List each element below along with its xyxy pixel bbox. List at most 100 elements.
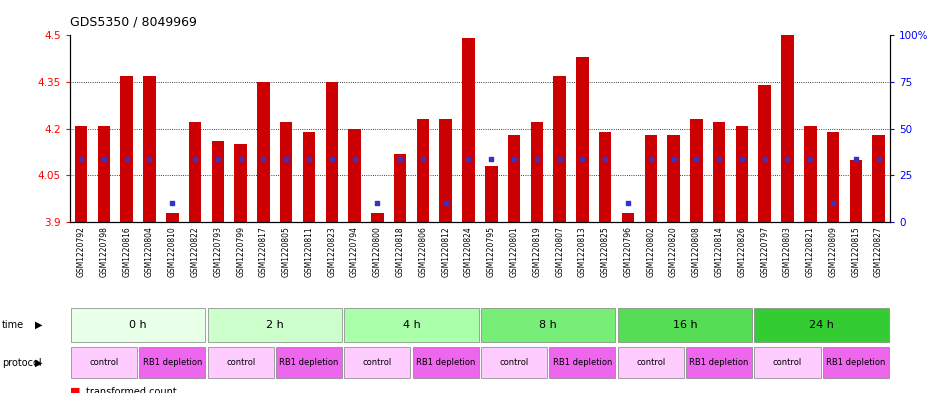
Bar: [754, 308, 889, 342]
Point: [279, 156, 294, 162]
Bar: [850, 160, 862, 222]
Text: RB1 depletion: RB1 depletion: [142, 358, 202, 367]
Bar: [280, 123, 292, 222]
Text: control: control: [89, 358, 118, 367]
Point: [301, 156, 316, 162]
Point: [210, 156, 225, 162]
Point: [757, 156, 772, 162]
Text: 0 h: 0 h: [129, 320, 147, 330]
Point: [165, 200, 179, 207]
Text: control: control: [226, 358, 255, 367]
Point: [735, 156, 750, 162]
Point: [780, 156, 795, 162]
Bar: [531, 123, 543, 222]
Bar: [143, 76, 155, 222]
Point: [507, 156, 522, 162]
Point: [871, 156, 886, 162]
Bar: [394, 154, 406, 222]
Point: [461, 156, 476, 162]
Text: GSM1220826: GSM1220826: [737, 226, 747, 277]
Text: control: control: [636, 358, 665, 367]
Text: control: control: [773, 358, 802, 367]
Point: [711, 156, 726, 162]
Bar: [618, 347, 684, 378]
Text: GSM1220815: GSM1220815: [851, 226, 860, 277]
Text: RB1 depletion: RB1 depletion: [826, 358, 885, 367]
Point: [233, 156, 248, 162]
Bar: [618, 308, 752, 342]
Text: GSM1220825: GSM1220825: [601, 226, 610, 277]
Text: GSM1220821: GSM1220821: [805, 226, 815, 277]
Bar: [550, 347, 616, 378]
Text: GSM1220820: GSM1220820: [669, 226, 678, 277]
Text: GSM1220817: GSM1220817: [259, 226, 268, 277]
Text: GSM1220804: GSM1220804: [145, 226, 154, 277]
Text: 8 h: 8 h: [539, 320, 557, 330]
Point: [119, 156, 134, 162]
Text: GSM1220811: GSM1220811: [304, 226, 313, 277]
Text: GSM1220806: GSM1220806: [418, 226, 428, 277]
Bar: [686, 347, 752, 378]
Text: GSM1220805: GSM1220805: [282, 226, 291, 277]
Point: [575, 156, 590, 162]
Text: RB1 depletion: RB1 depletion: [552, 358, 612, 367]
Bar: [75, 126, 87, 222]
Point: [644, 156, 658, 162]
Text: GSM1220818: GSM1220818: [395, 226, 405, 277]
Bar: [234, 144, 246, 222]
Point: [97, 156, 112, 162]
Bar: [276, 347, 342, 378]
Bar: [344, 308, 479, 342]
Bar: [349, 129, 361, 222]
Text: GSM1220792: GSM1220792: [76, 226, 86, 277]
Text: transformed count: transformed count: [86, 387, 178, 393]
Point: [689, 156, 704, 162]
Text: GSM1220796: GSM1220796: [623, 226, 632, 277]
Bar: [212, 141, 224, 222]
Text: RB1 depletion: RB1 depletion: [689, 358, 749, 367]
Bar: [303, 132, 315, 222]
Text: ▶: ▶: [35, 358, 43, 367]
Text: GSM1220794: GSM1220794: [350, 226, 359, 277]
Bar: [759, 85, 771, 222]
Text: GSM1220813: GSM1220813: [578, 226, 587, 277]
Point: [256, 156, 271, 162]
Bar: [690, 119, 702, 222]
Text: GSM1220809: GSM1220809: [829, 226, 838, 277]
Point: [347, 156, 362, 162]
Bar: [713, 123, 725, 222]
Text: GSM1220822: GSM1220822: [191, 226, 200, 277]
Point: [666, 156, 681, 162]
Bar: [599, 132, 611, 222]
Bar: [140, 347, 206, 378]
Point: [392, 156, 407, 162]
Bar: [166, 213, 179, 222]
Bar: [781, 0, 793, 222]
Text: GSM1220823: GSM1220823: [327, 226, 337, 277]
Bar: [823, 347, 889, 378]
Bar: [417, 119, 429, 222]
Text: GSM1220827: GSM1220827: [874, 226, 883, 277]
Text: GSM1220808: GSM1220808: [692, 226, 701, 277]
Point: [598, 156, 613, 162]
Bar: [553, 76, 565, 222]
Bar: [326, 82, 338, 222]
Text: RB1 depletion: RB1 depletion: [416, 358, 475, 367]
Bar: [481, 308, 616, 342]
Point: [370, 200, 385, 207]
Text: 16 h: 16 h: [672, 320, 698, 330]
Point: [73, 156, 88, 162]
Text: GSM1220807: GSM1220807: [555, 226, 565, 277]
Text: GSM1220798: GSM1220798: [100, 226, 109, 277]
Bar: [644, 135, 657, 222]
Bar: [121, 76, 133, 222]
Point: [142, 156, 157, 162]
Bar: [207, 308, 342, 342]
Bar: [872, 135, 884, 222]
Bar: [736, 126, 748, 222]
Point: [803, 156, 817, 162]
Text: GDS5350 / 8049969: GDS5350 / 8049969: [70, 16, 196, 29]
Text: GSM1220800: GSM1220800: [373, 226, 382, 277]
Text: GSM1220824: GSM1220824: [464, 226, 473, 277]
Text: GSM1220795: GSM1220795: [486, 226, 496, 277]
